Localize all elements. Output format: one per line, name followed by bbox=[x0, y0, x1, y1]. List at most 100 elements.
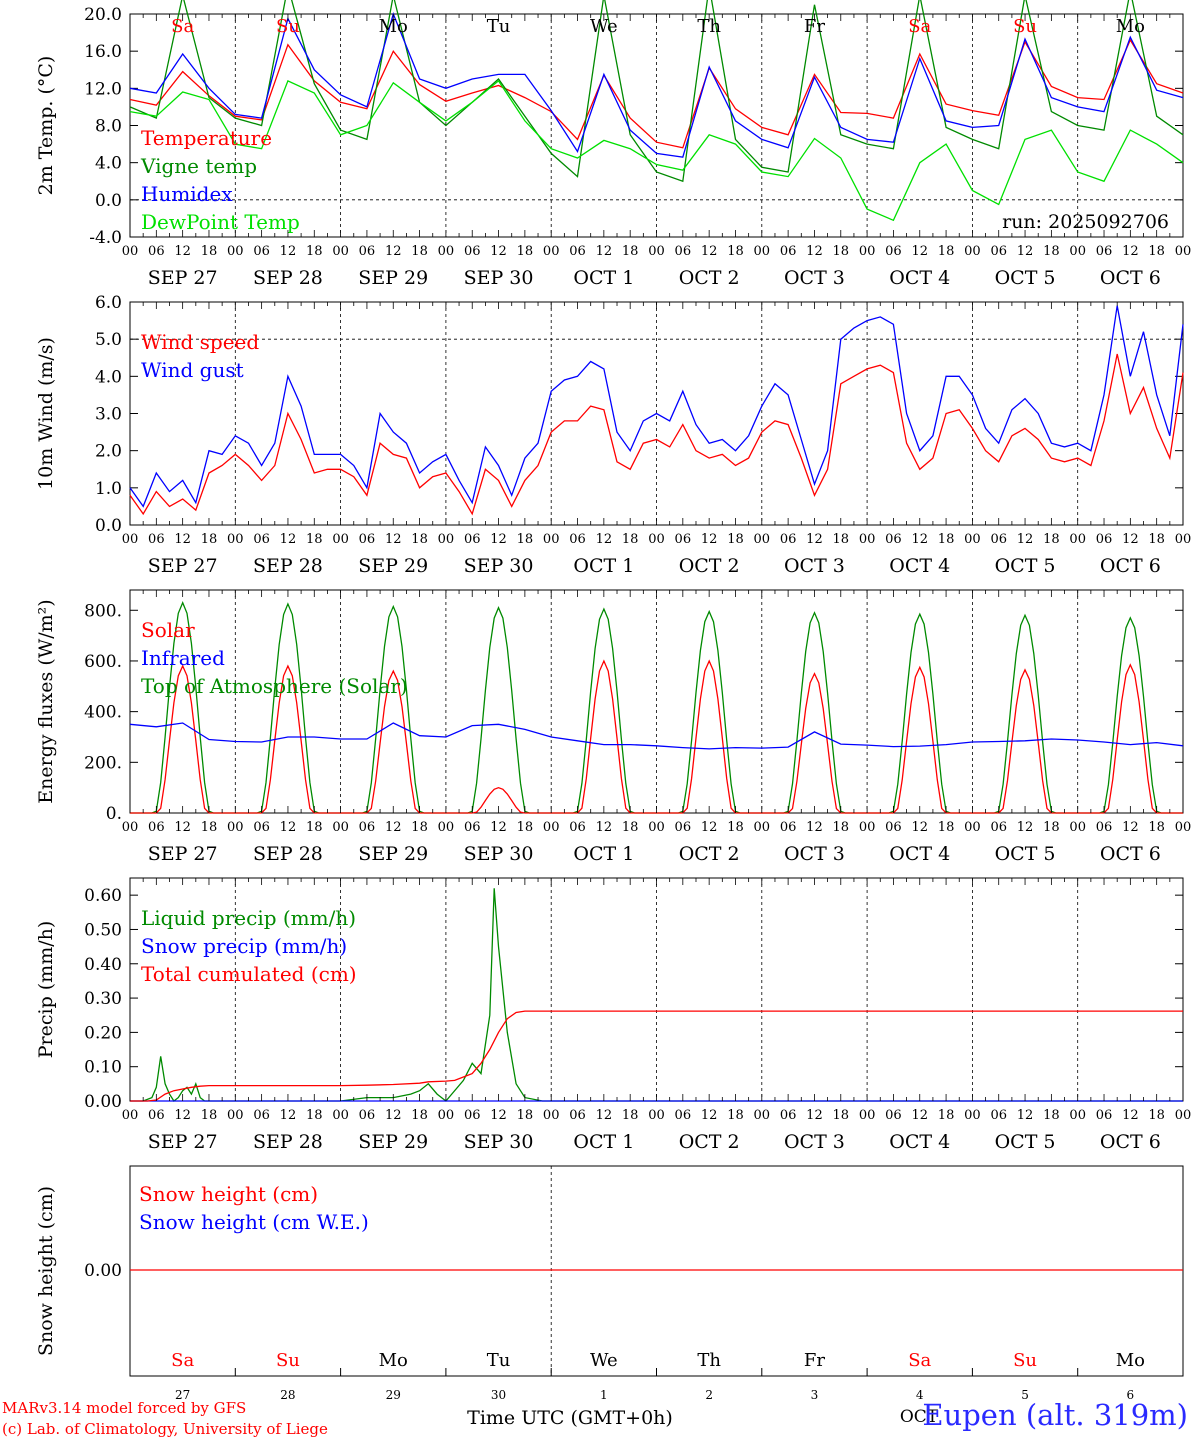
hour-tick-label: 06 bbox=[253, 244, 270, 259]
weekday-label: Fr bbox=[804, 1350, 825, 1371]
hour-tick-label: 18 bbox=[938, 244, 955, 259]
hour-tick-label: 00 bbox=[1175, 1108, 1192, 1123]
hour-tick-label: 18 bbox=[306, 820, 323, 835]
hour-tick-label: 06 bbox=[1096, 532, 1113, 547]
hour-tick-label: 00 bbox=[227, 1108, 244, 1123]
date-label: SEP 27 bbox=[148, 555, 218, 577]
hour-tick-label: 12 bbox=[174, 532, 191, 547]
y-tick-label: 6.0 bbox=[95, 293, 122, 313]
hour-tick-label: 12 bbox=[701, 532, 718, 547]
hour-tick-label: 12 bbox=[490, 1108, 507, 1123]
date-label: OCT 4 bbox=[889, 555, 950, 577]
hour-tick-label: 00 bbox=[1069, 532, 1086, 547]
hour-tick-label: 18 bbox=[833, 244, 850, 259]
hour-tick-label: 18 bbox=[1043, 1108, 1060, 1123]
y-tick-label: 3.0 bbox=[95, 405, 122, 425]
hour-tick-label: 00 bbox=[1069, 1108, 1086, 1123]
series-humidex bbox=[129, 12, 1184, 158]
y-tick-label: 16.0 bbox=[84, 42, 122, 62]
hour-tick-label: 12 bbox=[385, 244, 402, 259]
hour-tick-label: 06 bbox=[990, 820, 1007, 835]
hour-tick-label: 06 bbox=[675, 1108, 692, 1123]
date-label: SEP 28 bbox=[253, 555, 323, 577]
hour-tick-label: 12 bbox=[911, 820, 928, 835]
weekday-label: Su bbox=[1013, 16, 1037, 37]
y-tick-label: 0.0 bbox=[95, 191, 122, 211]
y-tick-label: 4.0 bbox=[95, 367, 122, 387]
hour-tick-label: 12 bbox=[1017, 1108, 1034, 1123]
y-tick-label: 600. bbox=[84, 652, 122, 672]
date-label: OCT 2 bbox=[679, 843, 740, 865]
lab-credit: (c) Lab. of Climatology, University of L… bbox=[2, 1420, 328, 1438]
hour-tick-label: 06 bbox=[464, 244, 481, 259]
weekday-label: We bbox=[590, 16, 618, 37]
hour-tick-label: 00 bbox=[964, 532, 981, 547]
hour-tick-label: 00 bbox=[332, 1108, 349, 1123]
date-label: SEP 27 bbox=[148, 267, 218, 289]
hour-tick-label: 06 bbox=[253, 820, 270, 835]
hour-tick-label: 12 bbox=[806, 820, 823, 835]
hour-tick-label: 12 bbox=[596, 820, 613, 835]
hour-tick-label: 00 bbox=[227, 244, 244, 259]
hour-tick-label: 18 bbox=[517, 532, 534, 547]
date-label: OCT 5 bbox=[995, 1131, 1056, 1153]
hour-tick-label: 00 bbox=[1175, 820, 1192, 835]
hour-tick-label: 18 bbox=[411, 820, 428, 835]
date-label: SEP 30 bbox=[464, 267, 534, 289]
hour-tick-label: 12 bbox=[174, 820, 191, 835]
hour-tick-label: 18 bbox=[201, 532, 218, 547]
hour-tick-label: 12 bbox=[490, 244, 507, 259]
hour-tick-label: 00 bbox=[438, 532, 455, 547]
y-tick-label: 0.00 bbox=[84, 1092, 122, 1112]
hour-tick-label: 00 bbox=[859, 820, 876, 835]
hour-tick-label: 00 bbox=[964, 244, 981, 259]
date-label: OCT 2 bbox=[679, 555, 740, 577]
date-label: OCT 2 bbox=[679, 267, 740, 289]
hour-tick-label: 06 bbox=[148, 244, 165, 259]
date-label: OCT 4 bbox=[889, 267, 950, 289]
y-tick-label: 0. bbox=[106, 804, 122, 824]
date-label: OCT 6 bbox=[1100, 843, 1161, 865]
hour-tick-label: 12 bbox=[490, 820, 507, 835]
date-label: SEP 28 bbox=[253, 843, 323, 865]
legend-snow-height-cm: Snow height (cm) bbox=[139, 1182, 318, 1206]
hour-tick-label: 00 bbox=[438, 1108, 455, 1123]
hour-tick-label: 06 bbox=[464, 1108, 481, 1123]
hour-tick-label: 18 bbox=[1148, 1108, 1165, 1123]
legend-dewpoint-temp: DewPoint Temp bbox=[141, 210, 300, 234]
hour-tick-label: 18 bbox=[201, 1108, 218, 1123]
hour-tick-label: 12 bbox=[385, 532, 402, 547]
date-label: SEP 30 bbox=[464, 843, 534, 865]
hour-tick-label: 12 bbox=[174, 1108, 191, 1123]
hour-tick-label: 06 bbox=[780, 820, 797, 835]
weekday-label: Th bbox=[697, 1350, 721, 1371]
day-number-label: 28 bbox=[280, 1388, 295, 1402]
hour-tick-label: 06 bbox=[780, 244, 797, 259]
hour-tick-label: 18 bbox=[727, 1108, 744, 1123]
day-number-label: 30 bbox=[491, 1388, 506, 1402]
hour-tick-label: 12 bbox=[1017, 532, 1034, 547]
legend-vigne-temp: Vigne temp bbox=[140, 154, 257, 178]
hour-tick-label: 12 bbox=[701, 820, 718, 835]
legend-total-cumulated-cm: Total cumulated (cm) bbox=[141, 962, 357, 986]
hour-tick-label: 00 bbox=[964, 820, 981, 835]
legend-snow-height-cm-w-e: Snow height (cm W.E.) bbox=[139, 1210, 369, 1234]
date-label: OCT 1 bbox=[573, 267, 634, 289]
hour-tick-label: 18 bbox=[411, 244, 428, 259]
series-infrared bbox=[129, 722, 1184, 750]
hour-tick-label: 06 bbox=[253, 1108, 270, 1123]
weekday-label: Su bbox=[276, 1350, 300, 1371]
y-tick-label: 12.0 bbox=[84, 79, 122, 99]
hour-tick-label: 00 bbox=[754, 532, 771, 547]
y-tick-label: 0.0 bbox=[95, 516, 122, 536]
date-label: SEP 27 bbox=[148, 843, 218, 865]
hour-tick-label: 18 bbox=[306, 1108, 323, 1123]
hour-tick-label: 06 bbox=[885, 532, 902, 547]
y-tick-label: 8.0 bbox=[95, 117, 122, 137]
hour-tick-label: 06 bbox=[885, 244, 902, 259]
hour-tick-label: 12 bbox=[280, 1108, 297, 1123]
run-label: run: 2025092706 bbox=[1002, 211, 1169, 233]
weekday-label: Sa bbox=[171, 16, 194, 37]
hour-tick-label: 00 bbox=[438, 820, 455, 835]
date-label: OCT 6 bbox=[1100, 1131, 1161, 1153]
